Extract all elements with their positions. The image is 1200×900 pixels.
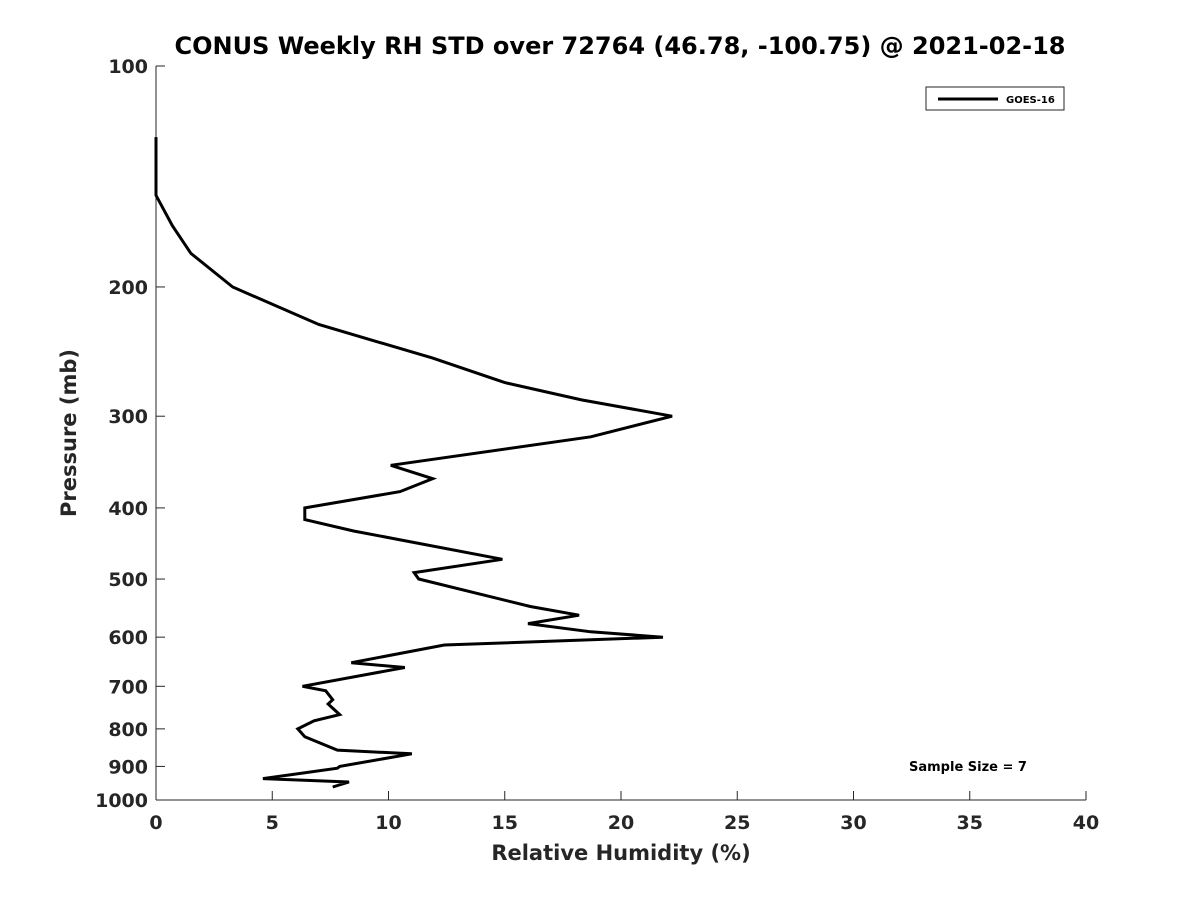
y-tick-label: 200 bbox=[108, 277, 148, 299]
legend: GOES-16 bbox=[925, 86, 1065, 111]
x-tick-label: 35 bbox=[957, 812, 983, 834]
x-tick-label: 5 bbox=[266, 812, 279, 834]
x-tick-label: 15 bbox=[492, 812, 518, 834]
y-tick-label: 100 bbox=[108, 56, 148, 78]
y-tick-label: 900 bbox=[108, 756, 148, 778]
y-axis-label: Pressure (mb) bbox=[57, 349, 81, 517]
x-axis-label: Relative Humidity (%) bbox=[491, 841, 750, 865]
y-tick-label: 400 bbox=[108, 498, 148, 520]
x-tick-label: 25 bbox=[724, 812, 750, 834]
y-tick-label: 600 bbox=[108, 627, 148, 649]
axes bbox=[155, 66, 1086, 801]
x-tick-label: 10 bbox=[375, 812, 401, 834]
chart-title: CONUS Weekly RH STD over 72764 (46.78, -… bbox=[174, 32, 1065, 60]
x-tick-label: 40 bbox=[1073, 812, 1099, 834]
y-ticks: 100 200 300 400 500 600 700 800 900 1000 bbox=[95, 56, 165, 812]
y-tick-label: 500 bbox=[108, 569, 148, 591]
x-tick-label: 0 bbox=[149, 812, 162, 834]
x-tick-label: 20 bbox=[608, 812, 634, 834]
series-line-goes-16 bbox=[154, 137, 673, 789]
y-tick-label: 800 bbox=[108, 719, 148, 741]
y-tick-label: 1000 bbox=[95, 790, 148, 812]
x-tick-label: 30 bbox=[840, 812, 866, 834]
sample-size-annotation: Sample Size = 7 bbox=[909, 760, 1027, 775]
y-tick-label: 300 bbox=[108, 406, 148, 428]
y-tick-label: 700 bbox=[108, 676, 148, 698]
x-ticks: 0 5 10 15 20 25 30 35 40 bbox=[149, 791, 1099, 834]
legend-label: GOES-16 bbox=[1006, 95, 1055, 106]
